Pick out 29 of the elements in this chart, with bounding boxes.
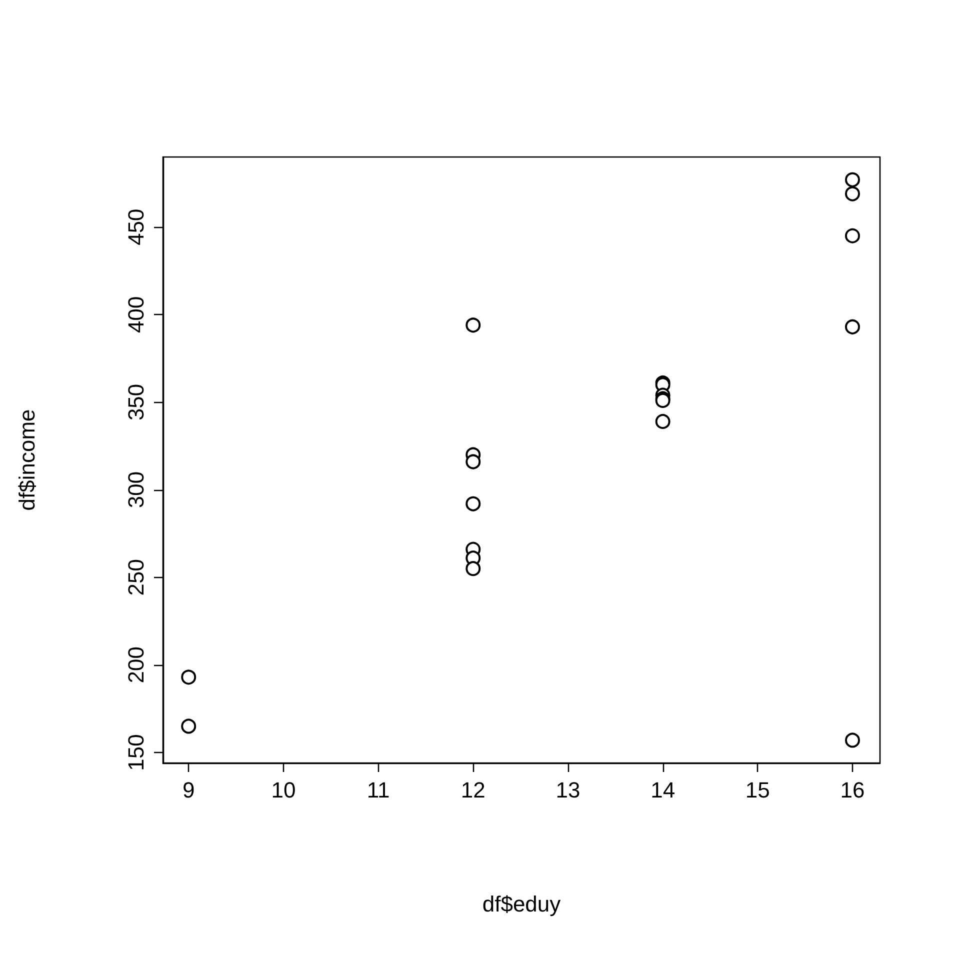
y-tick-label: 200 [124, 646, 148, 684]
x-tick-label: 12 [460, 778, 486, 802]
point [845, 319, 860, 334]
y-axis-title: df$income [14, 409, 40, 511]
x-axis-title: df$eduy [482, 892, 561, 916]
point [181, 670, 196, 685]
point [845, 228, 860, 244]
point [845, 186, 860, 202]
x-tick-label: 11 [366, 778, 390, 802]
y-tick-label: 350 [124, 384, 148, 421]
point [466, 561, 481, 576]
point [466, 496, 481, 512]
y-tick-label: 400 [124, 296, 148, 333]
point [466, 318, 481, 333]
point [845, 732, 860, 748]
x-tick-label: 16 [840, 778, 865, 802]
y-tick-label: 250 [124, 558, 148, 596]
y-tick-label: 300 [124, 471, 148, 508]
x-tick-label: 15 [745, 778, 770, 802]
point [845, 172, 860, 188]
y-tick-label: 450 [124, 208, 148, 246]
point [181, 718, 196, 734]
x-tick-label: 14 [650, 778, 676, 802]
point [466, 454, 481, 470]
x-tick-label: 9 [182, 778, 195, 802]
x-tick-label: 13 [556, 778, 580, 802]
y-tick-label: 150 [124, 734, 148, 771]
point [655, 414, 670, 429]
x-tick-label: 10 [271, 778, 296, 802]
